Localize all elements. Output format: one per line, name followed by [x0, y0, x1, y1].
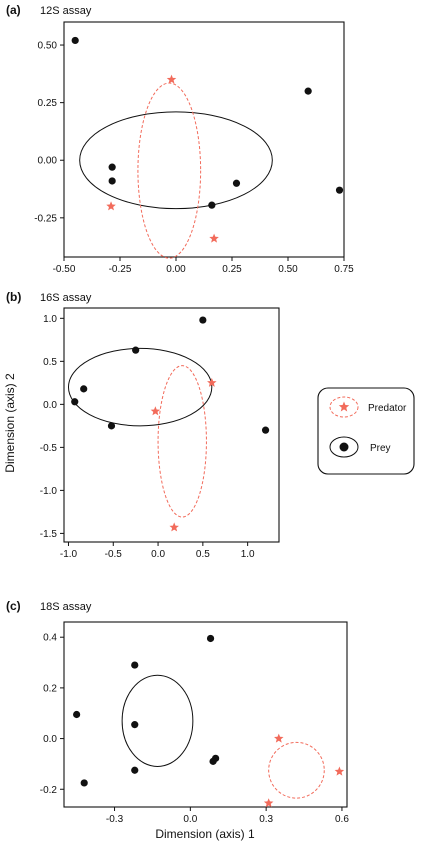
- y-tick-label: -1.5: [40, 529, 58, 540]
- y-tick-label: -0.25: [34, 213, 57, 224]
- x-tick-label: 0.25: [222, 264, 242, 275]
- y-tick-label: 0.0: [43, 400, 57, 411]
- panel-c-title: 18S assay: [40, 601, 92, 613]
- prey-point: [71, 36, 79, 45]
- y-axis-title: Dimension (axis) 2: [3, 373, 17, 473]
- predator-point: [166, 74, 177, 84]
- prey-point: [261, 426, 270, 434]
- x-tick-label: 0.3: [259, 814, 273, 825]
- y-tick-label: 0.50: [38, 41, 58, 52]
- predator-ellipse: [268, 741, 325, 799]
- prey-ellipse: [79, 111, 273, 210]
- predator-point: [169, 522, 179, 532]
- prey-ellipse: [121, 674, 194, 767]
- prey-point: [73, 710, 81, 719]
- predator-point: [334, 766, 345, 776]
- x-axis-title: Dimension (axis) 1: [155, 827, 255, 841]
- x-tick-label: 0.6: [335, 814, 349, 825]
- legend-prey-ellipse: [329, 436, 359, 458]
- legend-prey-dot-icon: [339, 442, 349, 452]
- prey-ellipse: [67, 347, 213, 427]
- x-tick-label: -0.5: [105, 549, 123, 560]
- prey-point: [108, 163, 116, 171]
- panel-c-letter: (c): [6, 599, 21, 613]
- panel-c: (c) 18S assay -0.3 0.0 0.3 0.6 -0.2 0.0 0.2 0.4: [6, 599, 349, 825]
- legend: Predator Prey: [317, 387, 415, 475]
- predator-point: [274, 733, 284, 743]
- prey-point: [107, 422, 116, 430]
- plot-frame-a: [63, 21, 345, 258]
- y-tick-label: 0.0: [43, 734, 57, 745]
- x-tick-label: -0.50: [53, 264, 76, 275]
- prey-point: [131, 661, 139, 669]
- prey-point: [80, 385, 88, 393]
- x-tick-label: 0.50: [278, 264, 298, 275]
- prey-point: [232, 179, 241, 187]
- y-tick-label: -0.2: [40, 785, 58, 796]
- legend-box: [317, 387, 415, 475]
- predator-point: [150, 406, 161, 416]
- prey-point: [208, 201, 216, 209]
- x-tick-label: 0.0: [183, 814, 197, 825]
- panel-b: (b) 16S assay -1.0 -0.5 0.0 0.5 1.0-1.5-1.0-…: [6, 290, 280, 560]
- panel-b-title: 16S assay: [40, 292, 92, 304]
- predator-ellipse: [157, 365, 207, 518]
- panel-b-letter: (b): [6, 290, 21, 304]
- x-tick-label: 0.0: [151, 549, 165, 560]
- x-tick-label: 0.00: [166, 264, 186, 275]
- x-tick-label: -1.0: [60, 549, 78, 560]
- y-tick-label: 1.0: [43, 314, 57, 325]
- legend-prey-label: Prey: [370, 443, 391, 454]
- predator-point: [263, 798, 274, 808]
- prey-point: [131, 721, 139, 729]
- prey-point: [71, 398, 79, 406]
- predator-point: [209, 233, 219, 243]
- legend-predator-label: Predator: [368, 403, 407, 414]
- prey-point: [206, 634, 215, 643]
- predator-point: [207, 377, 217, 387]
- predator-point: [106, 201, 116, 211]
- prey-point: [131, 766, 139, 774]
- y-tick-label: 0.4: [43, 633, 57, 644]
- y-tick-label: -1.0: [40, 486, 58, 497]
- plot-frame-b: [63, 307, 280, 543]
- x-tick-label: 1.0: [241, 549, 255, 560]
- plot-frame-c: [63, 621, 348, 808]
- y-tick-label: 0.2: [43, 683, 57, 694]
- y-tick-label: 0.5: [43, 357, 57, 368]
- prey-point: [209, 757, 217, 765]
- prey-point: [132, 346, 140, 354]
- prey-point: [108, 177, 116, 185]
- panel-a-letter: (a): [6, 3, 21, 17]
- y-tick-label: 0.25: [38, 98, 58, 109]
- y-tick-label: -0.5: [40, 443, 58, 454]
- x-tick-label: -0.25: [109, 264, 132, 275]
- prey-point: [199, 316, 207, 324]
- legend-predator-star-icon: [338, 401, 350, 412]
- panel-a-title: 12S assay: [40, 5, 92, 17]
- predator-ellipse: [137, 82, 202, 259]
- prey-point: [335, 186, 344, 194]
- prey-point: [80, 779, 88, 787]
- y-tick-label: 0.00: [38, 156, 58, 167]
- legend-predator-ellipse: [329, 396, 359, 418]
- x-tick-label: -0.3: [106, 814, 124, 825]
- x-tick-label: 0.75: [334, 264, 354, 275]
- prey-point: [304, 87, 312, 95]
- x-tick-label: 0.5: [196, 549, 210, 560]
- panel-a: (a) 12S assay -0.50 -0.25 0.00 0.25 0.50 0.75…: [6, 3, 354, 275]
